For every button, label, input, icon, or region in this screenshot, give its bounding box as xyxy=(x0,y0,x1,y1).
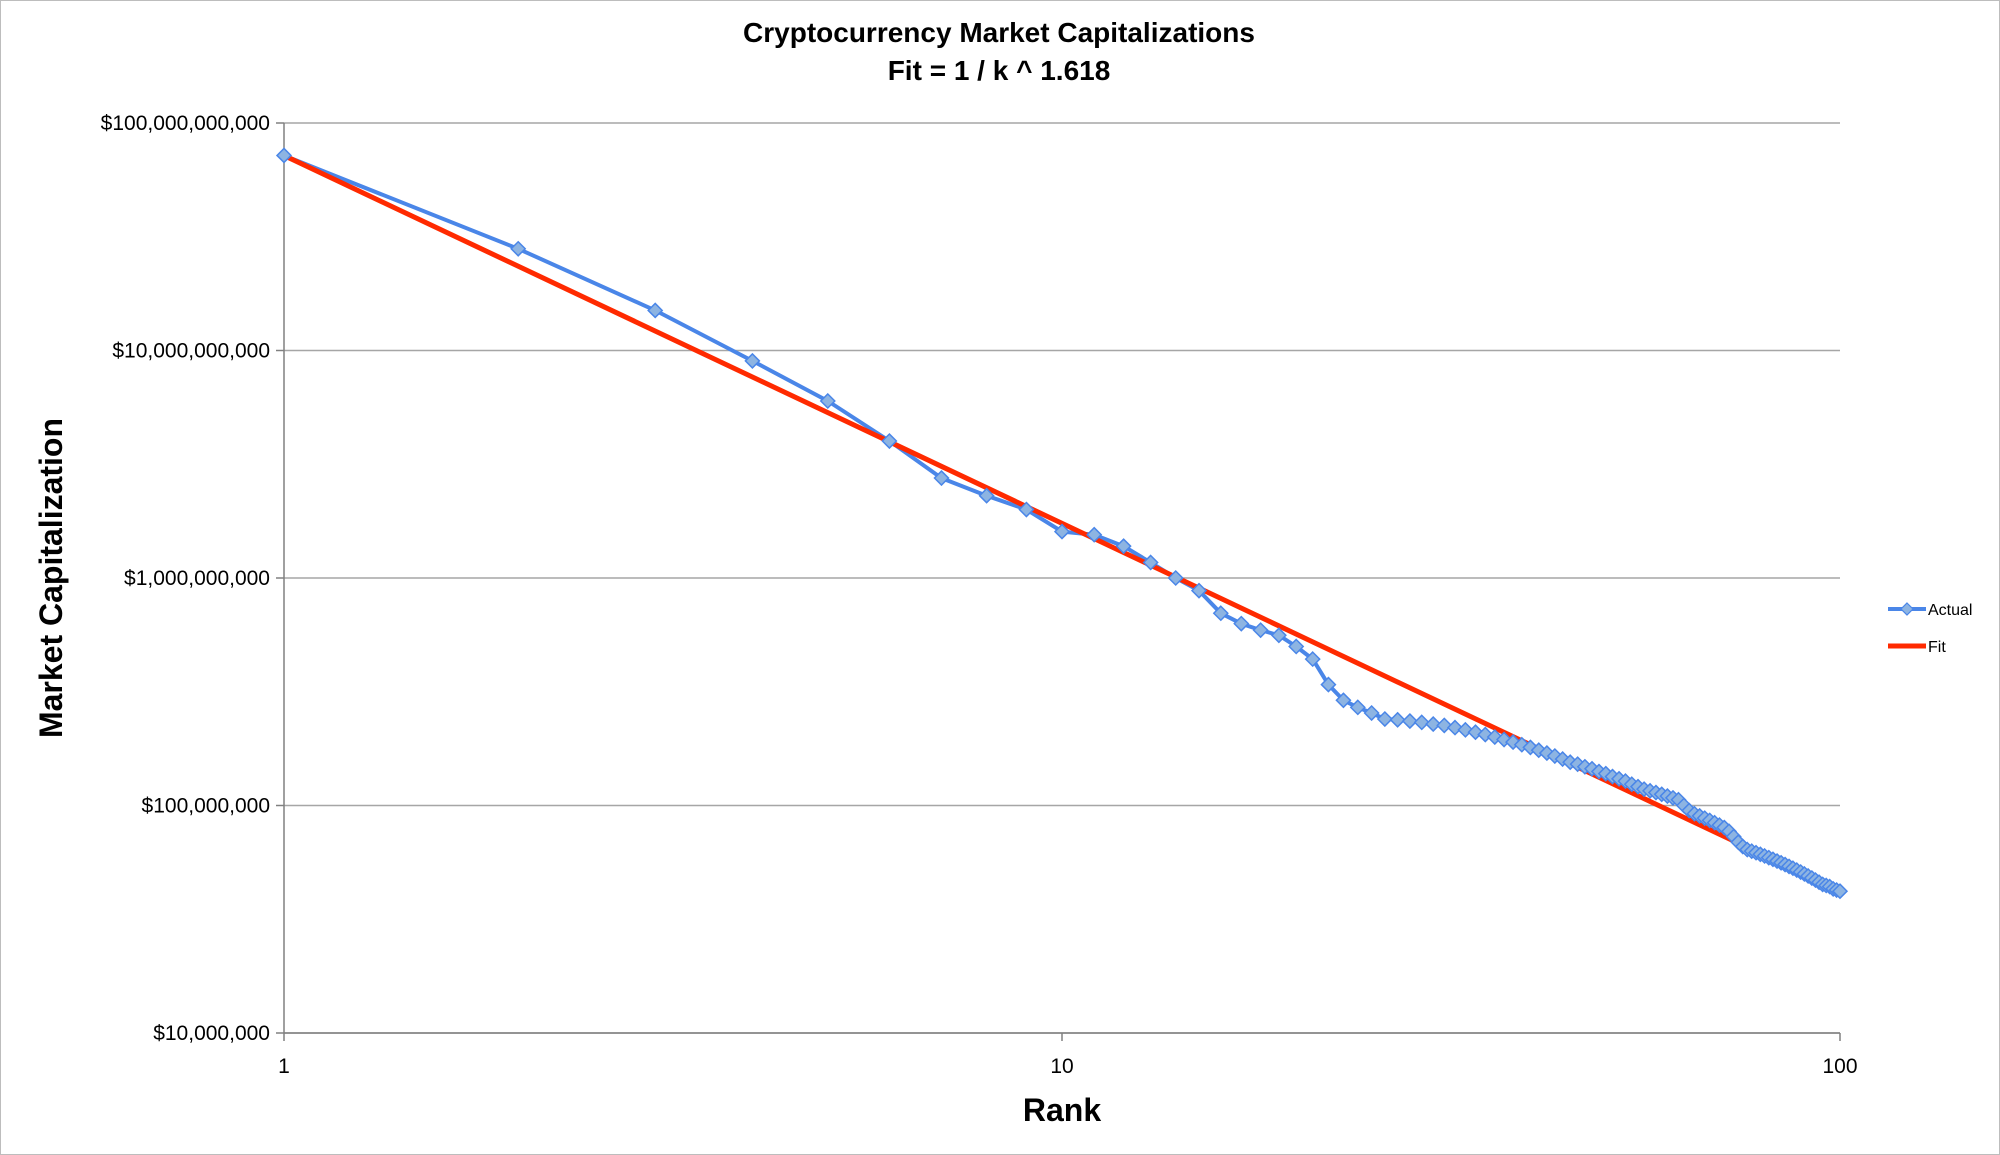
legend-fit-label: Fit xyxy=(1928,639,1946,656)
data-point-actual xyxy=(1363,704,1380,722)
data-point-actual xyxy=(1288,638,1305,655)
data-point-actual xyxy=(1446,719,1464,736)
y-tick-label: $10,000,000 xyxy=(153,1022,270,1045)
data-point-actual xyxy=(1376,710,1393,728)
data-point-actual xyxy=(1320,676,1337,693)
data-point-actual xyxy=(275,147,293,164)
legend-actual-marker xyxy=(1900,602,1914,616)
data-point-actual xyxy=(1167,569,1184,587)
data-point-actual xyxy=(1086,526,1103,543)
chart-title: Cryptocurrency Market Capitalizations xyxy=(743,17,1255,48)
data-point-actual xyxy=(1212,605,1229,622)
data-point-actual xyxy=(978,487,995,504)
legend-actual-label: Actual xyxy=(1928,602,1972,619)
data-point-actual xyxy=(1401,713,1418,730)
y-tick-label: $100,000,000 xyxy=(142,795,270,818)
data-point-actual xyxy=(1425,716,1442,733)
x-tick-label: 100 xyxy=(1822,1055,1857,1078)
data-point-actual xyxy=(510,240,527,257)
axis-layer xyxy=(276,122,1841,1041)
data-point-actual xyxy=(744,352,761,369)
y-tick-label: $10,000,000,000 xyxy=(112,340,270,363)
y-tick-label: $1,000,000,000 xyxy=(124,567,270,590)
data-point-actual xyxy=(1053,523,1071,540)
data-point-actual xyxy=(1335,692,1352,709)
data-point-actual xyxy=(1190,582,1208,599)
data-point-actual xyxy=(933,469,950,487)
data-point-actual xyxy=(1233,615,1250,632)
chart-subtitle: Fit = 1 / k ^ 1.618 xyxy=(888,55,1111,86)
y-tick-label: $100,000,000,000 xyxy=(101,112,270,135)
series-layer xyxy=(275,147,1849,900)
legend: Actual Fit xyxy=(1888,602,1972,656)
data-point-actual xyxy=(1304,651,1321,668)
x-tick-label: 1 xyxy=(278,1055,290,1078)
data-point-actual xyxy=(1270,627,1287,644)
y-tick-labels: $10,000,000 $100,000,000 $1,000,000,000 $10… xyxy=(101,112,270,1045)
data-point-actual xyxy=(1831,883,1849,900)
y-axis-title: Market Capitalization xyxy=(33,418,69,738)
data-point-actual xyxy=(647,302,664,319)
data-point-actual xyxy=(1436,717,1453,734)
data-point-actual xyxy=(819,392,836,410)
data-point-actual xyxy=(881,432,898,450)
data-point-actual xyxy=(1252,622,1269,639)
data-point-actual xyxy=(1413,714,1430,731)
x-tick-labels: 1 10 100 xyxy=(278,1055,1857,1078)
data-point-actual xyxy=(1389,711,1406,728)
data-point-actual xyxy=(1142,554,1159,571)
x-tick-label: 10 xyxy=(1050,1055,1073,1078)
data-point-actual xyxy=(1349,699,1366,716)
data-point-actual xyxy=(1115,538,1132,555)
x-axis-title: Rank xyxy=(1023,1092,1101,1128)
data-point-actual xyxy=(1018,501,1035,518)
